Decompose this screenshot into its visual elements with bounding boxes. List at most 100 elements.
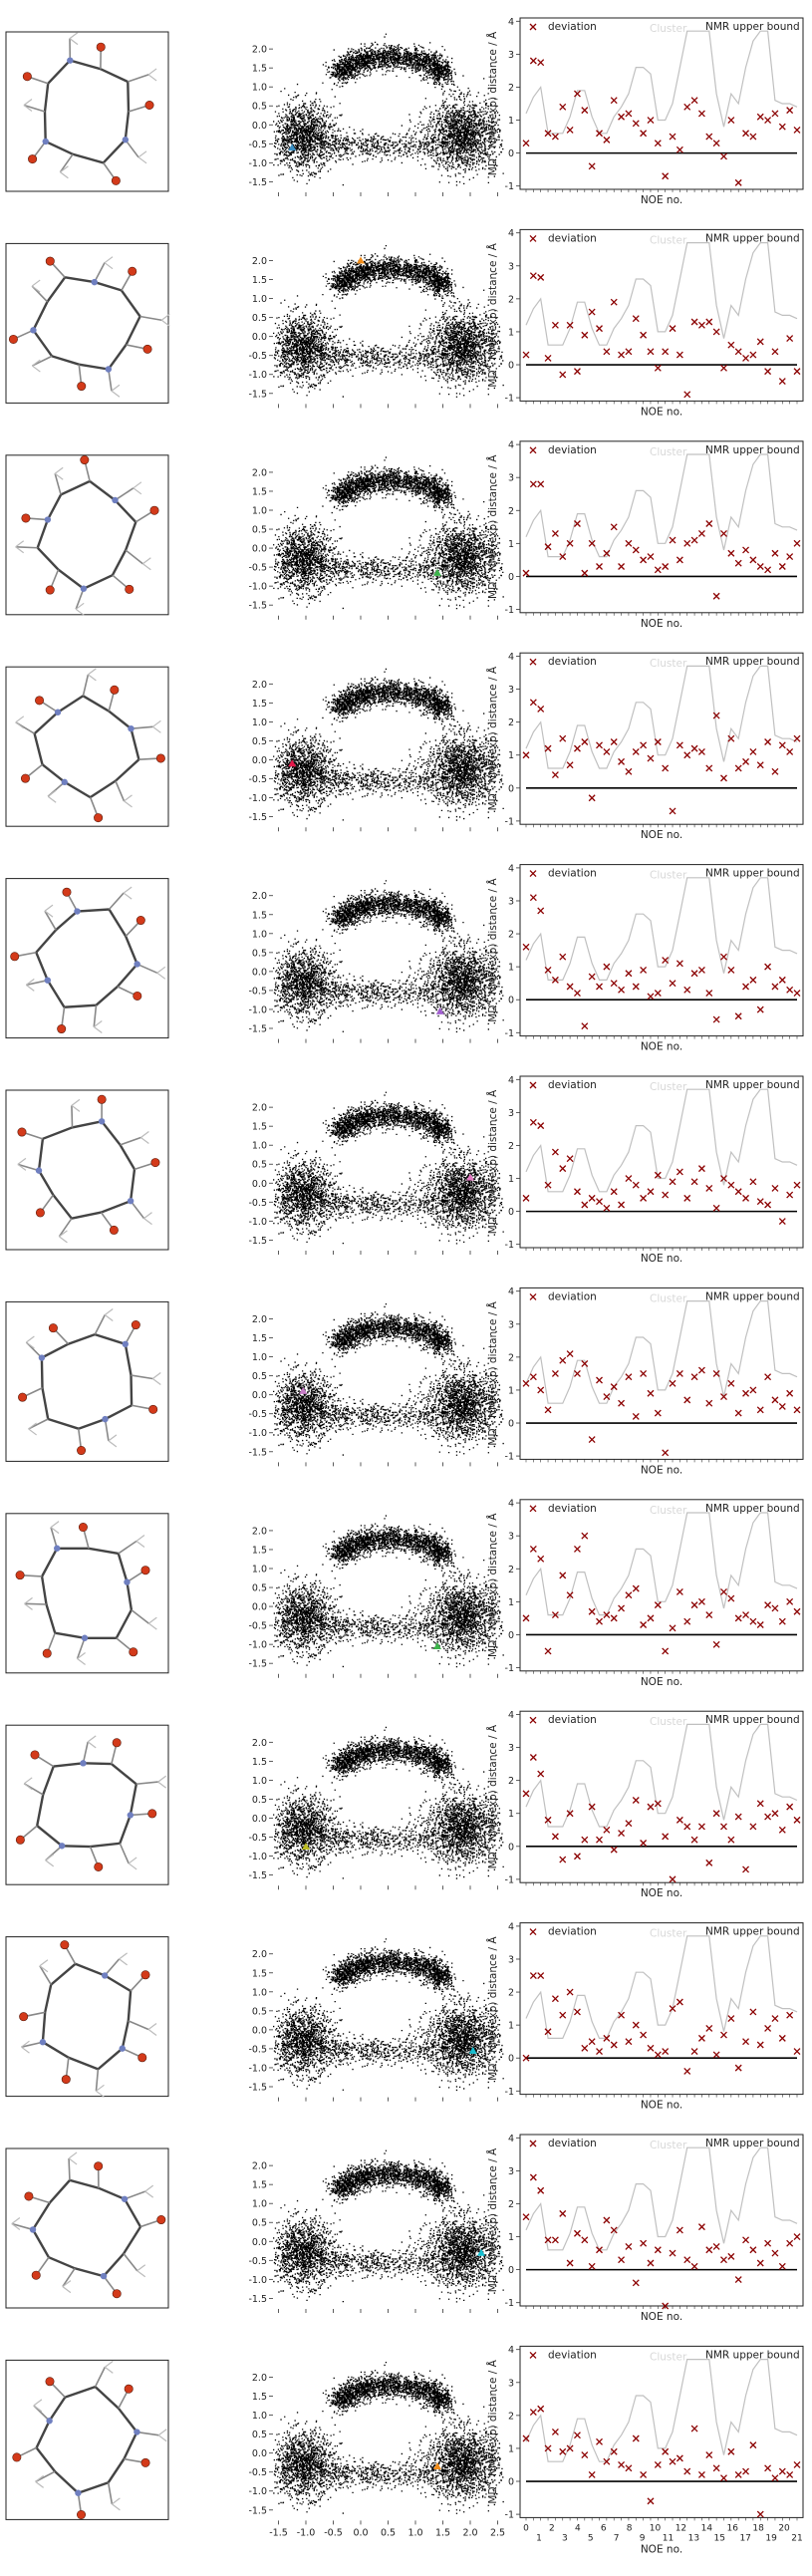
deviation-point [793, 734, 801, 742]
deviation-point [705, 133, 713, 141]
oxygen-atom [94, 2161, 104, 2171]
molecule-panel [5, 1513, 169, 1674]
y-tick-label: 2.0 [252, 891, 267, 902]
deviation-point [566, 321, 574, 329]
x-axis-label: NOE no. [641, 2100, 682, 2112]
y-tick-label: 1.0 [252, 1141, 267, 1152]
deviation-point [581, 2451, 589, 2459]
y-tick-label: 0 [508, 996, 514, 1006]
deviation-point [676, 2454, 683, 2462]
y-tick-label: 1.0 [252, 929, 267, 940]
x-tick-label: 18 [752, 2523, 764, 2533]
y-axis-label: MD - NMR(exp) distance / Å [486, 666, 499, 810]
y-tick-label: 0.5 [252, 2430, 267, 2440]
deviation-point [720, 1823, 727, 1831]
cluster-centroid-marker [433, 2462, 441, 2470]
noe-deviation-plot: 4 3 2 1 0 -1 MD - NMR(exp) distance / Å deviati… [486, 440, 804, 630]
y-tick-label: 2.0 [252, 2161, 267, 2172]
deviation-point [551, 1995, 559, 2003]
deviation-point [603, 963, 611, 971]
x-tick-label: 7 [614, 2533, 620, 2543]
x-tick-label: -0.5 [324, 2527, 343, 2538]
deviation-point [705, 318, 713, 326]
deviation-point [720, 364, 727, 372]
deviation-point [764, 963, 772, 971]
oxygen-atom [42, 1648, 52, 1658]
y-tick-label: 1 [508, 327, 514, 338]
legend-deviation: deviation [548, 2138, 597, 2149]
deviation-point [793, 1406, 801, 1414]
nitrogen-atom [58, 1843, 66, 1850]
x-axis-label: NOE no. [641, 194, 682, 206]
y-tick-label: -0.5 [248, 1409, 267, 1420]
y-tick-label: 0.5 [252, 1371, 267, 1382]
oxygen-atom [94, 1861, 104, 1871]
deviation-point [749, 351, 757, 359]
oxygen-atom [137, 2053, 147, 2063]
deviation-point [683, 751, 691, 759]
deviation-point [712, 328, 720, 336]
deviation-point [529, 2409, 537, 2417]
deviation-point [566, 761, 574, 769]
y-tick-label: -1.5 [248, 2505, 267, 2516]
molecule-panel [5, 878, 169, 1039]
deviation-point [771, 983, 779, 991]
deviation-point [734, 559, 742, 567]
deviation-point [669, 1178, 677, 1186]
deviation-point [588, 1194, 596, 1202]
nitrogen-atom [80, 1760, 87, 1767]
oxygen-atom [22, 72, 32, 82]
deviation-point [697, 529, 705, 537]
y-tick-label: 2 [508, 2411, 514, 2422]
deviation-point [727, 1594, 735, 1602]
deviation-point [544, 1647, 552, 1655]
legend-deviation-marker [529, 446, 537, 454]
oxygen-atom [140, 1970, 150, 1980]
y-axis-label: MD - NMR(exp) distance / Å [486, 2147, 499, 2292]
deviation-point [697, 966, 705, 974]
x-tick-label: 19 [765, 2533, 777, 2543]
oxygen-atom [60, 1940, 70, 1950]
deviation-point [647, 993, 655, 1001]
deviation-point [625, 970, 633, 978]
y-tick-label: 0.5 [252, 2218, 267, 2229]
legend-deviation: deviation [548, 21, 597, 33]
y-tick-label: 1 [508, 2443, 514, 2454]
oxygen-atom [8, 334, 18, 344]
deviation-point [603, 2216, 611, 2224]
y-tick-label: -1.0 [248, 1217, 267, 1228]
deviation-point [596, 2437, 603, 2445]
cluster-centroid-marker [477, 2248, 485, 2256]
deviation-point [551, 1833, 559, 1841]
oxygen-atom [57, 1024, 67, 1034]
y-tick-label: 0 [508, 2054, 514, 2065]
nitrogen-atom [112, 496, 119, 504]
deviation-point [705, 1399, 713, 1407]
cluster-centroid-marker [433, 1642, 441, 1650]
oxygen-atom [17, 1127, 27, 1137]
deviation-point [581, 1022, 589, 1030]
scatter-cloud [273, 1726, 504, 1879]
deviation-point [522, 351, 530, 359]
deviation-point [749, 2246, 757, 2254]
deviation-point [581, 1532, 589, 1540]
deviation-point [529, 1373, 537, 1381]
deviation-point [697, 2223, 705, 2231]
x-axis-label: NOE no. [641, 1253, 682, 1265]
deviation-point [697, 321, 705, 329]
molecule-panel [5, 454, 169, 616]
nitrogen-atom [80, 585, 88, 592]
oxygen-atom [20, 773, 30, 783]
deviation-point [756, 338, 764, 346]
cluster-centroid-marker [468, 2046, 477, 2054]
deviation-point [610, 2447, 618, 2455]
deviation-point [786, 335, 794, 343]
deviation-point [632, 315, 640, 323]
deviation-point [647, 2497, 655, 2505]
deviation-point [603, 2457, 611, 2465]
y-tick-label: 2.0 [252, 1314, 267, 1325]
oxygen-atom [125, 584, 135, 594]
deviation-point [566, 1155, 574, 1163]
deviation-point [640, 1369, 648, 1377]
deviation-point [640, 2239, 648, 2247]
